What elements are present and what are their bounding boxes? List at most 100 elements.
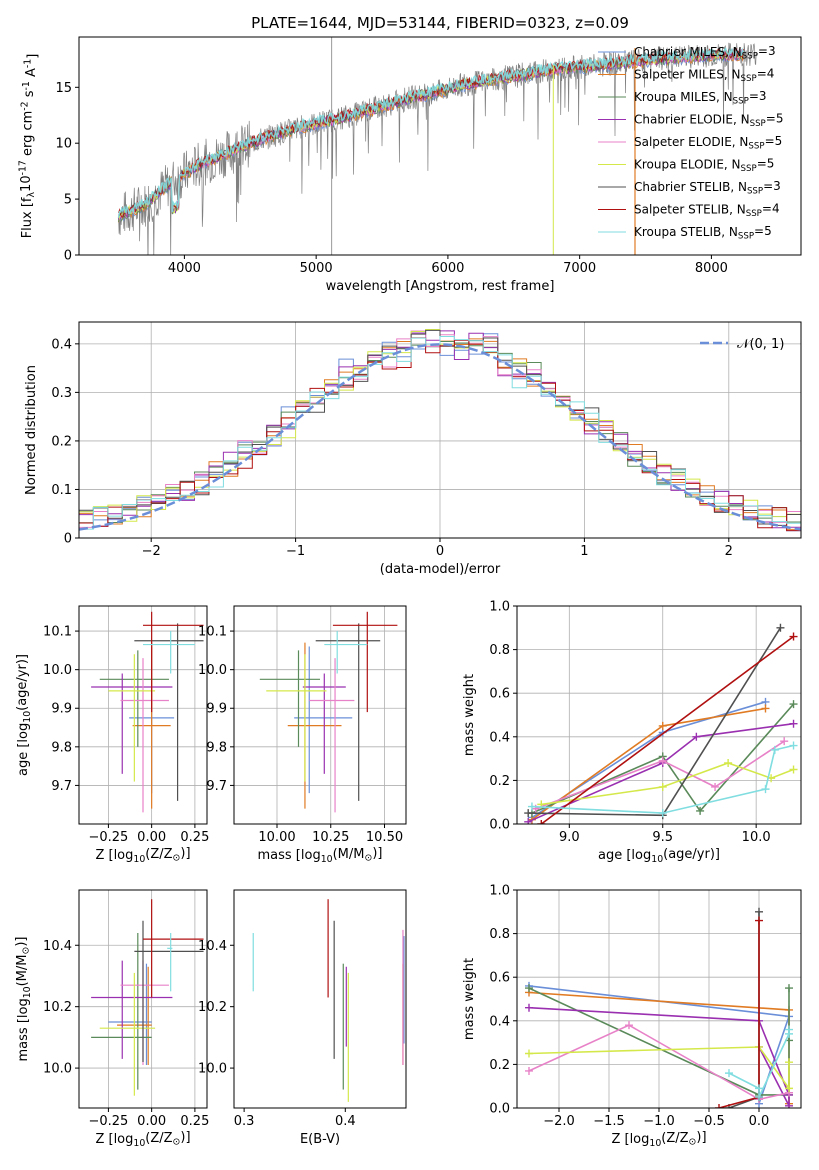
x-tick-label: −1	[286, 544, 305, 559]
weight-marker	[755, 1093, 763, 1102]
chart-title: PLATE=1644, MJD=53144, FIBERID=0323, z=0…	[251, 14, 629, 32]
y-axis-label: mass weight	[462, 674, 477, 756]
x-tick-label: −1.0	[643, 1114, 675, 1129]
weight-marker	[755, 907, 763, 916]
y-tick-label: 9.7	[51, 779, 72, 794]
x-tick-label: −1.5	[593, 1114, 625, 1129]
residuals-axes: −2 −1 0 1 2 0 0.1 0.2 0.3 0.4 (data-model)/error No…	[24, 322, 801, 577]
spectrum-plot	[117, 37, 758, 255]
weight-marker	[525, 1049, 533, 1058]
y-tick-label: 0.0	[489, 818, 510, 833]
weight-line	[527, 722, 794, 823]
weight-marker	[658, 721, 667, 730]
x-tick-label: 0.3	[234, 1114, 255, 1129]
x-tick-label: 10.50	[366, 830, 403, 845]
x-tick-label: 0.4	[335, 1114, 356, 1129]
weight-marker	[770, 745, 779, 754]
age-z-plot	[91, 611, 204, 813]
y-tick-label: 10.2	[198, 1000, 227, 1015]
y-axis-label: Flux [fλ10-17 erg cm-2 s-1 A-1]	[18, 54, 41, 239]
normal-curve	[79, 343, 801, 531]
x-tick-label: 10.25	[312, 830, 349, 845]
x-tick-label: 1	[580, 544, 588, 559]
legend-label: Kroupa STELIB, NSSP=5	[634, 224, 772, 242]
weight-marker	[525, 984, 533, 993]
x-axis-label: age [log10(age/yr)]	[598, 847, 720, 865]
y-tick-label: 10.1	[198, 625, 227, 640]
x-tick-label: 0	[436, 544, 444, 559]
weight-marker	[724, 758, 733, 767]
x-tick-label: −2	[142, 544, 161, 559]
weight-line	[528, 1024, 790, 1101]
weight-marker	[692, 732, 701, 741]
y-tick-label: 10.0	[43, 663, 72, 678]
x-tick-label: 5000	[300, 261, 333, 276]
x-tick-label: −0.25	[88, 1114, 128, 1129]
weight-marker	[525, 1003, 533, 1012]
y-axis-label: age [log10(age/yr)]	[15, 654, 33, 776]
legend-label: Kroupa MILES, NSSP=3	[634, 89, 767, 107]
y-tick-label: 0.6	[489, 687, 510, 702]
y-tick-label: 1.0	[489, 600, 510, 615]
legend-label: Kroupa ELODIE, NSSP=5	[634, 156, 774, 174]
weight-marker	[527, 802, 536, 811]
y-tick-label: 10.1	[43, 625, 72, 640]
mass-ebv-plot	[252, 899, 405, 1102]
age-mass-axes: 10.00 10.25 10.50 9.7 9.8 9.9 10.0 10.1 mass [lo…	[198, 606, 406, 865]
y-tick-label: 0.4	[51, 337, 72, 352]
weight-line	[541, 762, 794, 806]
weight-marker	[789, 632, 798, 641]
x-tick-label: −0.5	[693, 1114, 725, 1129]
x-tick-label: 9.0	[559, 830, 580, 845]
weight-marker	[785, 1058, 793, 1067]
x-tick-label: 10.00	[258, 830, 295, 845]
weight-marker	[761, 785, 770, 794]
x-tick-label: 8000	[695, 261, 728, 276]
weight-line	[528, 1046, 790, 1091]
y-tick-label: 9.9	[51, 702, 72, 717]
y-tick-label: 0	[64, 532, 72, 547]
legend: Chabrier MILES, NSSP=3 Salpeter MILES, NS…	[598, 44, 783, 242]
x-axis-label: Z [log10(Z/Z⊙)]	[95, 846, 190, 865]
x-tick-label: 0.0	[749, 1114, 770, 1129]
y-tick-label: 0.8	[489, 643, 510, 658]
x-tick-label: 6000	[431, 261, 464, 276]
weight-marker	[755, 916, 763, 925]
y-tick-label: 0.0	[489, 1102, 510, 1117]
y-tick-label: 0.3	[51, 386, 72, 401]
y-tick-label: 0.8	[489, 927, 510, 942]
y-tick-label: 10.0	[43, 1062, 72, 1077]
weight-z-frame	[516, 889, 802, 1109]
weight-marker	[789, 741, 798, 750]
legend-label: Salpeter ELODIE, NSSP=5	[634, 134, 782, 152]
weight-marker	[755, 1084, 763, 1093]
age-mass-plot	[259, 611, 398, 813]
weight-age-axes: 9.0 9.5 10.0 0.0 0.2 0.4 0.6 0.8 1.0 age [log10(a…	[462, 600, 801, 865]
weight-marker	[761, 704, 770, 713]
y-tick-label: 9.7	[206, 779, 227, 794]
x-axis-label: (data-model)/error	[380, 562, 501, 577]
weight-marker	[776, 623, 785, 632]
weight-marker	[715, 1104, 723, 1108]
legend-label: Chabrier STELIB, NSSP=3	[634, 179, 781, 197]
weight-line	[535, 740, 785, 810]
y-tick-label: 9.8	[51, 740, 72, 755]
weight-age-frame	[516, 605, 802, 825]
y-tick-label: 10.4	[43, 939, 72, 954]
spectrum-axes: 4000 5000 6000 7000 8000 0 5 10 15 wavelength [An…	[18, 54, 728, 294]
x-axis-label: mass [log10(M/M⊙)]	[258, 846, 383, 865]
x-tick-label: 0.00	[137, 1114, 166, 1129]
model-line	[117, 46, 745, 218]
legend-label: 𝒩(0, 1)	[737, 337, 784, 352]
x-tick-label: 2	[725, 544, 733, 559]
weight-marker	[537, 820, 546, 824]
x-tick-label: 0.00	[137, 830, 166, 845]
weight-marker	[789, 700, 798, 709]
weight-marker	[785, 1084, 793, 1093]
x-tick-label: 10.0	[742, 830, 771, 845]
weight-marker	[711, 782, 720, 791]
mass-z-axes: −0.25 0.00 0.25 10.0 10.2 10.4 Z [log10(Z/Z⊙)]…	[14, 890, 209, 1149]
x-tick-label: −2.0	[543, 1114, 575, 1129]
y-tick-label: 0.2	[489, 774, 510, 789]
